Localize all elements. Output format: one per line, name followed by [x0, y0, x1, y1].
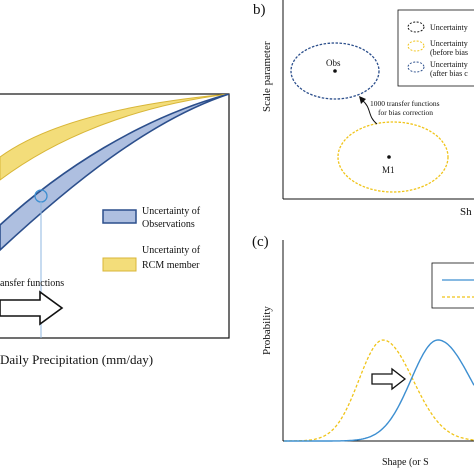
- obs-label: Obs: [326, 58, 341, 68]
- m1-label: M1: [382, 165, 395, 175]
- legend-obs-line1: Uncertainty of: [142, 206, 201, 217]
- legend-rcm-line1: Uncertainty of: [142, 245, 201, 256]
- observation-uncertainty-band: [0, 94, 230, 252]
- legend-item2-line1: Uncertainty: [430, 39, 468, 48]
- panel-c-ylabel: Probability: [261, 306, 273, 355]
- legend-item1-line1: Uncertainty: [430, 23, 468, 32]
- panel-a: Uncertainty of Observations Uncertainty …: [0, 93, 230, 367]
- panel-c-label: (c): [252, 234, 269, 250]
- obs-point: [333, 69, 337, 73]
- transfer-arrow-icon: [0, 290, 64, 326]
- panel-c-legend-box: [431, 262, 474, 309]
- arrow-label-line2: for bias correction: [378, 108, 433, 117]
- panel-b-label: b): [253, 2, 266, 18]
- yellow-distribution-curve: [284, 339, 474, 442]
- legend-rcm-line2: RCM member: [142, 260, 200, 271]
- legend-item3-marker: [407, 61, 425, 73]
- bias-correction-arrowhead-icon: [359, 96, 366, 104]
- panel-b-ylabel: Scale parameter: [261, 41, 273, 112]
- arrow-label-line1: 1000 transfer functions: [370, 99, 440, 108]
- panel-c-xlabel: Shape (or S: [382, 457, 429, 468]
- obs-uncertainty-ellipse: [290, 42, 380, 100]
- m1-point: [387, 155, 391, 159]
- legend-item3-line2: (after bias c: [430, 69, 468, 78]
- legend-item3-line1: Uncertainty: [430, 60, 468, 69]
- legend-obs-line2: Observations: [142, 219, 195, 230]
- transfer-functions-label: ansfer functions: [0, 278, 64, 289]
- panel-b-legend-box: [397, 9, 474, 87]
- panel-c: (c) Probability Shape (or S: [252, 234, 474, 468]
- panel-a-xlabel: Daily Precipitation (mm/day): [0, 352, 153, 367]
- panel-a-frame: [0, 93, 230, 339]
- legend-item1-marker: [407, 21, 425, 33]
- legend-item2-marker: [407, 40, 425, 52]
- bias-correction-arrow: [361, 99, 378, 125]
- legend-item2-line2: (before bias: [430, 48, 468, 57]
- legend-obs-swatch: [102, 209, 137, 224]
- legend-rcm-swatch: [102, 257, 137, 272]
- panel-b: b) Scale parameter Uncertainty Uncertain…: [253, 0, 474, 218]
- shift-arrow-icon: [371, 367, 407, 391]
- m1-uncertainty-ellipse: [337, 121, 449, 193]
- blue-distribution-curve: [284, 339, 474, 442]
- panel-b-xlabel: Sh: [460, 206, 472, 218]
